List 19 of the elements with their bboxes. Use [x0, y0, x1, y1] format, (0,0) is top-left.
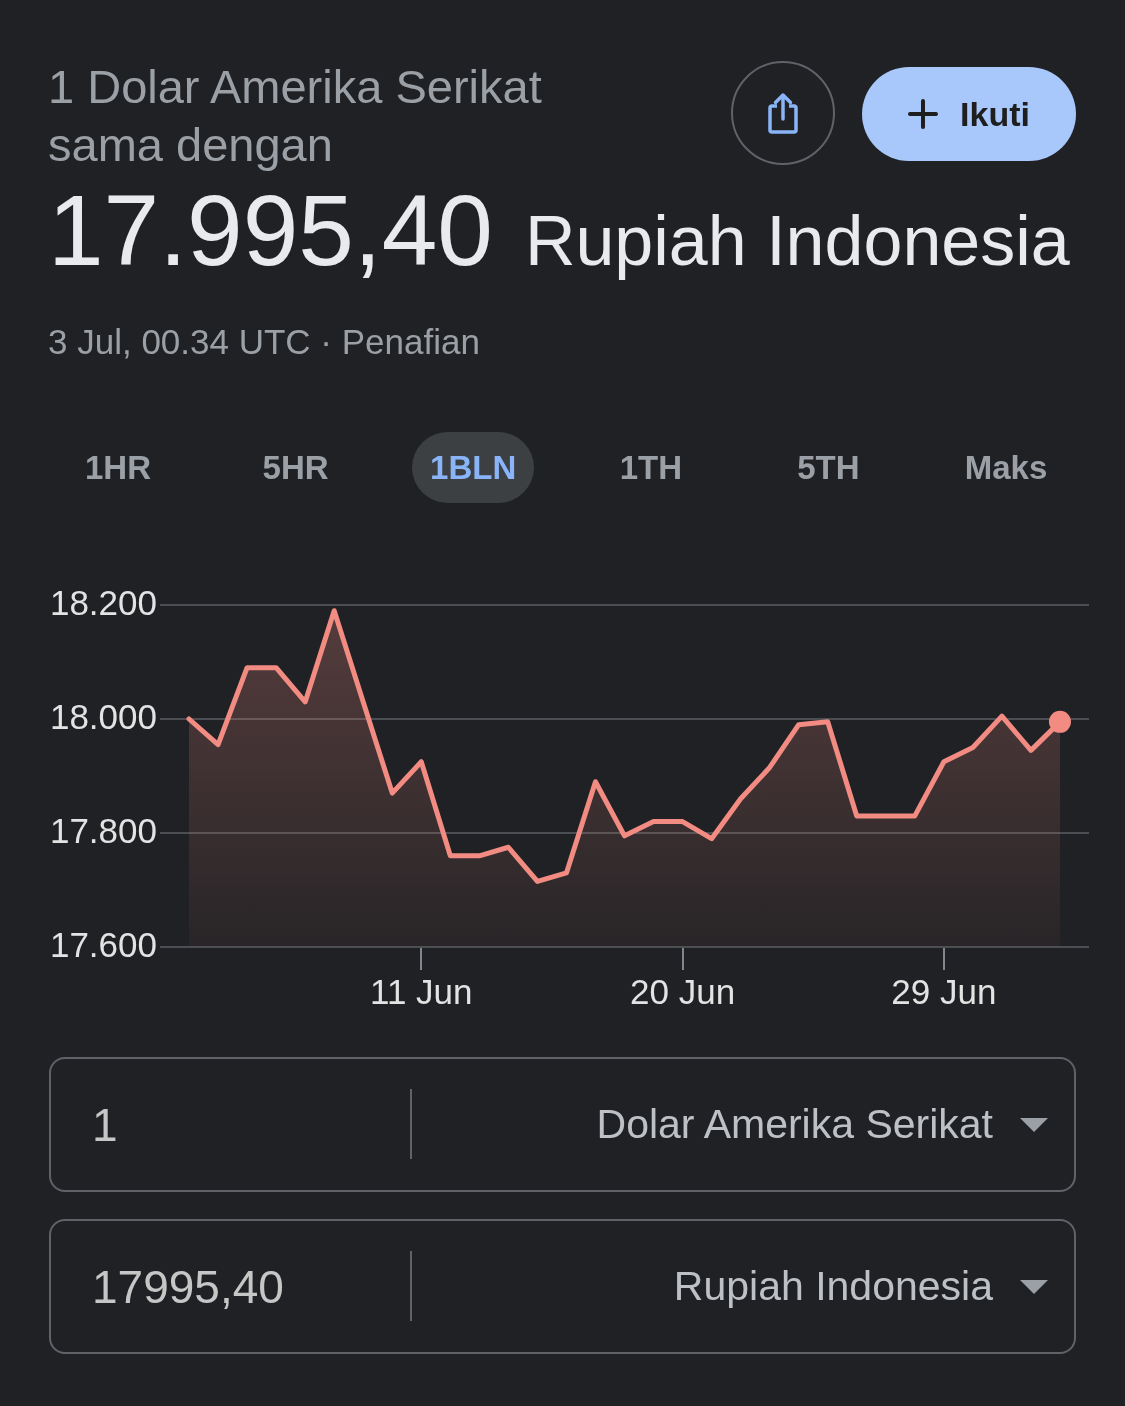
- text: 1BLN: [429, 447, 518, 488]
- y-tick-label: 17.800: [49, 810, 157, 850]
- input-field: 1 Dolar Amerika Serikat: [49, 1057, 1076, 1192]
- x-tick-label: 29 Jun: [891, 971, 997, 1011]
- chart-subtitle: 17.995,40 Rupiah Indonesia: [48, 174, 1070, 286]
- chart-title: 1 Dolar Amerika Serikat sama dengan: [48, 59, 543, 173]
- text: 5HR: [261, 447, 330, 488]
- x-tick-label: 20 Jun: [630, 971, 736, 1011]
- y-tick-label: 18.200: [49, 582, 157, 622]
- input-field: 17995,40 Rupiah Indonesia: [49, 1219, 1076, 1354]
- text: Maks: [963, 447, 1049, 488]
- text: 1HR: [84, 447, 152, 488]
- y-tick-label: 18.000: [49, 696, 157, 736]
- x-tick-label: 11 Jun: [370, 971, 473, 1011]
- text: 5TH: [796, 447, 861, 488]
- text: 1TH: [618, 447, 683, 488]
- y-tick-label: 17.600: [49, 924, 157, 964]
- follow-button: Ikuti: [862, 67, 1076, 161]
- text: 3 Jul, 00.34 UTC · Penafian: [48, 322, 480, 362]
